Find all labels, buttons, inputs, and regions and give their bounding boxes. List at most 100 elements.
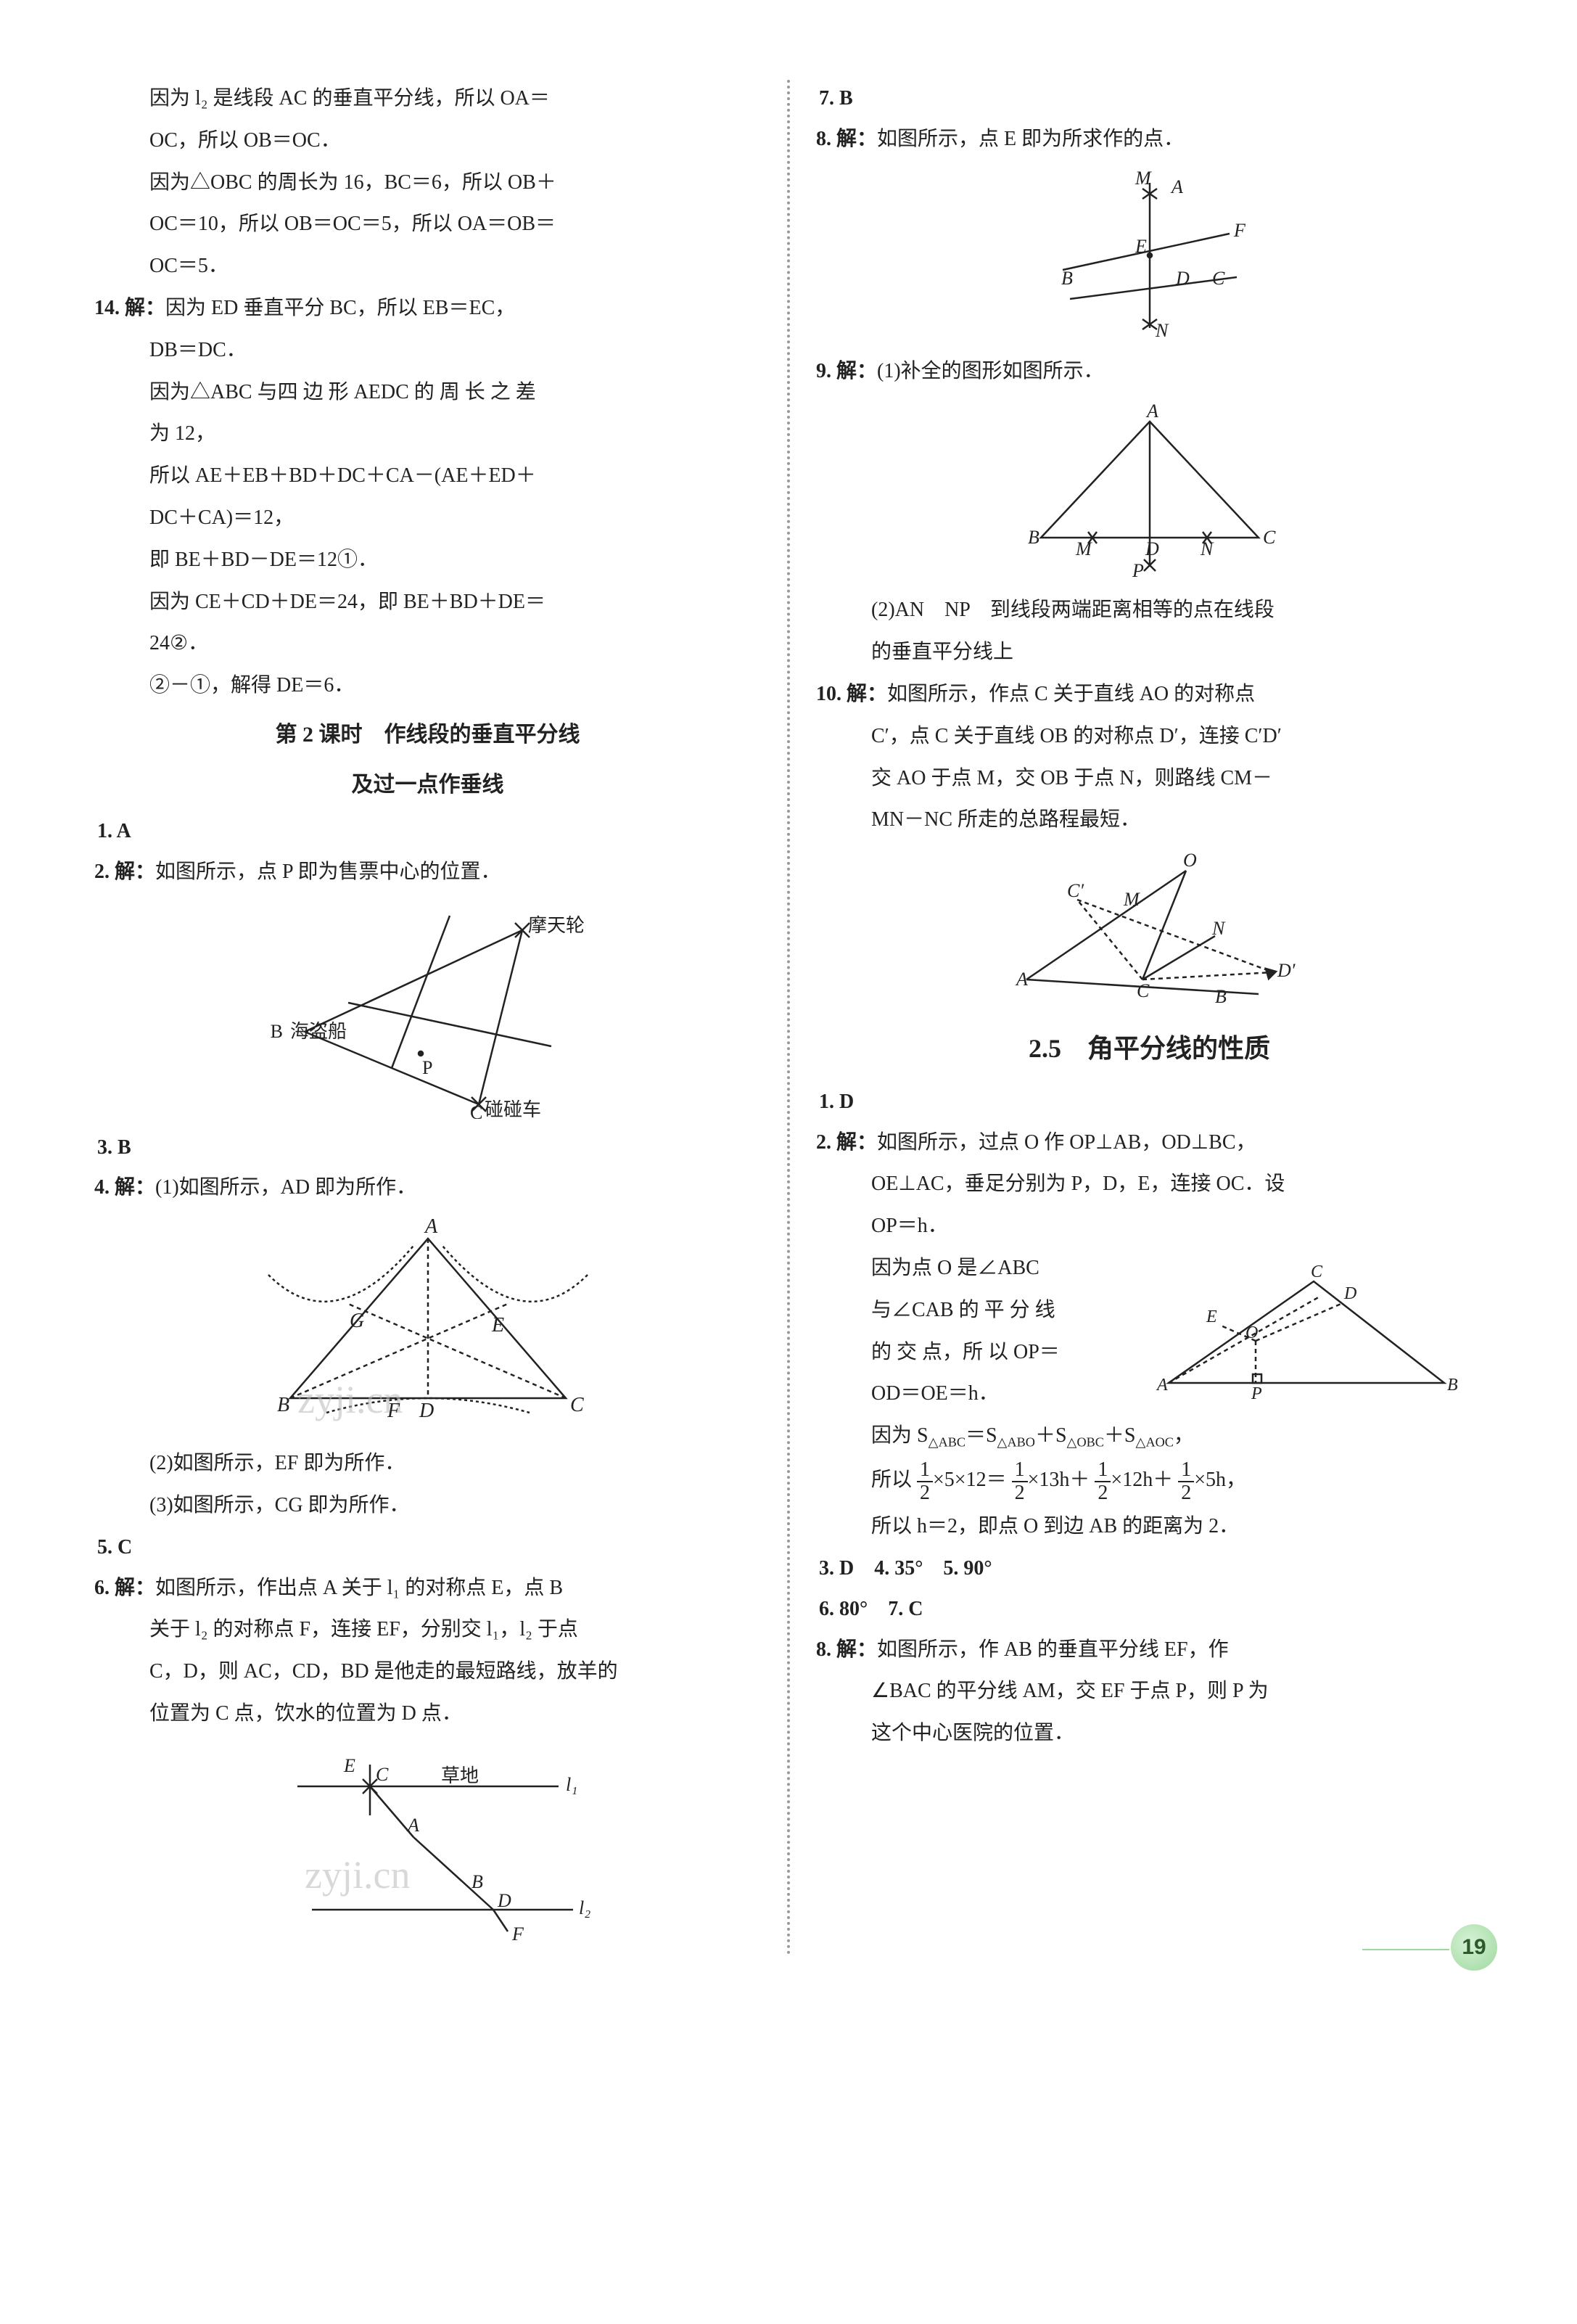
figb2-A: A: [1156, 1376, 1168, 1395]
answer-9-text-2a: (2)AN NP 到线段两端距离相等的点在线段: [816, 591, 1483, 629]
page-number-badge: 19: [1451, 1924, 1497, 1971]
answer-5: 5. C: [94, 1529, 761, 1567]
fig4-E: E: [491, 1314, 504, 1336]
fig2-ferris: 摩天轮: [528, 915, 585, 936]
fig10-M: M: [1123, 889, 1140, 910]
answer-8-num: 8. 解：: [816, 128, 877, 150]
fig9-B: B: [1028, 527, 1039, 548]
fig4-A: A: [424, 1217, 438, 1238]
answer-4-text-1: (1)如图所示，AD 即为所作．: [155, 1176, 416, 1199]
fig6-grass: 草地: [441, 1765, 479, 1786]
answer-1: 1. A: [94, 813, 761, 850]
answer-4-text-2: (2)如图所示，EF 即为所作．: [94, 1445, 761, 1482]
answer-10-line: 交 AO 于点 M，交 OB 于点 N，则路线 CM－: [816, 760, 1483, 797]
b-answer-8-text-1: 如图所示，作 AB 的垂直平分线 EF，作: [877, 1638, 1229, 1661]
answer-6-text-1: 如图所示，作出点 A 关于 l₁ 的对称点 E，点 B: [155, 1577, 563, 1599]
b8-line: ∠BAC 的平分线 AM，交 EF 于点 P，则 P 为: [816, 1672, 1483, 1710]
fig8-A: A: [1170, 176, 1183, 197]
b2-s-text: 因为 S: [871, 1424, 929, 1447]
two-column-layout: 因为 l₂ 是线段 AC 的垂直平分线，所以 OA＝ OC，所以 OB＝OC． …: [94, 80, 1483, 1956]
fig2-bumper: 碰碰车: [485, 1099, 541, 1119]
q14: 14. 解：因为 ED 垂直平分 BC，所以 EB＝EC，: [94, 290, 761, 327]
fig2-P: P: [422, 1057, 432, 1078]
fig2-B: B: [270, 1021, 282, 1042]
p13-line: 因为△OBC 的周长为 16，BC＝6，所以 OB＋: [94, 164, 761, 202]
answer-9-num: 9. 解：: [816, 360, 877, 382]
b2-line: OP＝h．: [816, 1207, 1483, 1245]
fig6-C: C: [376, 1764, 389, 1785]
answer-4-text-3: (3)如图所示，CG 即为所作．: [94, 1487, 761, 1524]
answer-5-text: 5. C: [97, 1536, 132, 1559]
answer-2-text: 如图所示，点 P 即为售票中心的位置．: [155, 861, 501, 883]
figure-6: zyji.cn E C 草地 l₁ A B D F l₂: [94, 1743, 761, 1946]
b2-line: 所以 h＝2，即点 O 到边 AB 的距离为 2．: [816, 1508, 1483, 1545]
b2-sub: △AOC: [1135, 1435, 1173, 1450]
fig9-A: A: [1145, 401, 1158, 422]
b2-sub: △ABO: [997, 1435, 1035, 1450]
figb2-B: B: [1447, 1376, 1458, 1395]
b2-s-text: ，: [1174, 1424, 1194, 1447]
b-answer-8: 8. 解：如图所示，作 AB 的垂直平分线 EF，作: [816, 1631, 1483, 1669]
answer-2-num: 2. 解：: [94, 861, 155, 883]
section-2-5-title: 2.5 角平分线的性质: [816, 1025, 1483, 1073]
fig8-E: E: [1135, 236, 1147, 257]
b-answers-3-5-text: 3. D 4. 35° 5. 90°: [819, 1557, 992, 1580]
answer-9: 9. 解：(1)补全的图形如图所示．: [816, 353, 1483, 390]
q14-line: 即 BE＋BD－DE＝12①．: [94, 541, 761, 579]
right-column: 7. B 8. 解：如图所示，点 E 即为所求作的点． M A F B: [790, 80, 1483, 1956]
b2-line: 的 交 点，所 以 OP＝: [816, 1334, 1123, 1371]
p13-line: 因为 l₂ 是线段 AC 的垂直平分线，所以 OA＝: [94, 80, 761, 118]
fig6-F: F: [511, 1923, 524, 1945]
b2-area-eq: 因为 S△ABC＝S△ABO＋S△OBC＋S△AOC，: [816, 1417, 1483, 1455]
p13-line: OC＝5．: [94, 247, 761, 285]
fig10-O: O: [1183, 850, 1197, 871]
answer-7-text: 7. B: [819, 87, 853, 110]
b2-line: 与∠CAB 的 平 分 线: [816, 1292, 1123, 1329]
figure-b2-svg: A B C D E O P: [1147, 1260, 1459, 1405]
b2-line: 因为点 O 是∠ABC: [816, 1249, 1123, 1287]
fig8-F: F: [1233, 220, 1246, 241]
answer-4-num: 4. 解：: [94, 1176, 155, 1199]
answer-10-text-1: 如图所示，作点 C 关于直线 AO 的对称点: [887, 683, 1255, 705]
b8-line: 这个中心医院的位置．: [816, 1715, 1483, 1752]
lesson2-title-line2: 及过一点作垂线: [94, 765, 761, 805]
figure-10: O C′ M N A C B D′: [816, 849, 1483, 1009]
p13-line: OC，所以 OB＝OC．: [94, 122, 761, 160]
figure-4-svg: zyji.cn A B C D E F G: [239, 1217, 617, 1434]
fig4-C: C: [570, 1394, 584, 1416]
fig10-Cp: C′: [1067, 880, 1084, 901]
figure-2-svg: 摩天轮 B 海盗船 P 碰碰车 C: [261, 901, 595, 1119]
q14-line: 为 12，: [94, 415, 761, 453]
q14-number: 14. 解：: [94, 297, 165, 319]
figure-9-svg: A B M D N C P: [1005, 400, 1295, 581]
figb2-O: O: [1245, 1323, 1258, 1342]
fig9-D: D: [1145, 538, 1159, 559]
figure-2: 摩天轮 B 海盗船 P 碰碰车 C: [94, 901, 761, 1119]
b2-line: OE⊥AC，垂足分别为 P，D，E，连接 OC．设: [816, 1165, 1483, 1203]
q14-line: DC＋CA)＝12，: [94, 499, 761, 537]
fig6-E: E: [343, 1755, 355, 1776]
fig8-M: M: [1135, 168, 1152, 189]
fig6-B: B: [472, 1871, 483, 1892]
fig6-l2: l₂: [579, 1897, 590, 1918]
answer-7: 7. B: [816, 80, 1483, 118]
figure-6-svg: zyji.cn E C 草地 l₁ A B D F l₂: [254, 1743, 602, 1946]
answer-6-line: 关于 l₂ 的对称点 F，连接 EF，分别交 l₁，l₂ 于点: [94, 1611, 761, 1648]
fig6-D: D: [497, 1890, 511, 1911]
b2-s-text: ＋S: [1104, 1424, 1136, 1447]
b-answer-2-text-1: 如图所示，过点 O 作 OP⊥AB，OD⊥BC，: [877, 1131, 1256, 1154]
q14-line: 24②．: [94, 625, 761, 662]
q14-text: 因为 ED 垂直平分 BC，所以 EB＝EC，: [165, 297, 515, 319]
p13-line: OC＝10，所以 OB＝OC＝5，所以 OA＝OB＝: [94, 205, 761, 243]
figb2-D: D: [1343, 1284, 1356, 1303]
b2-eq-pre: 所以: [871, 1469, 912, 1491]
b-answer-8-num: 8. 解：: [816, 1638, 877, 1661]
fig4-G: G: [350, 1310, 364, 1332]
figure-8: M A F B E D C N: [816, 168, 1483, 342]
page-dash: [1362, 1949, 1449, 1950]
b2-text-with-figure: 因为点 O 是∠ABC 与∠CAB 的 平 分 线 的 交 点，所 以 OP＝ …: [816, 1249, 1483, 1417]
b2-eq-m3: ×12h＋: [1111, 1469, 1173, 1491]
answer-1-text: 1. A: [97, 820, 131, 842]
figb2-C: C: [1311, 1262, 1323, 1281]
b-answer-1-text: 1. D: [819, 1091, 854, 1113]
